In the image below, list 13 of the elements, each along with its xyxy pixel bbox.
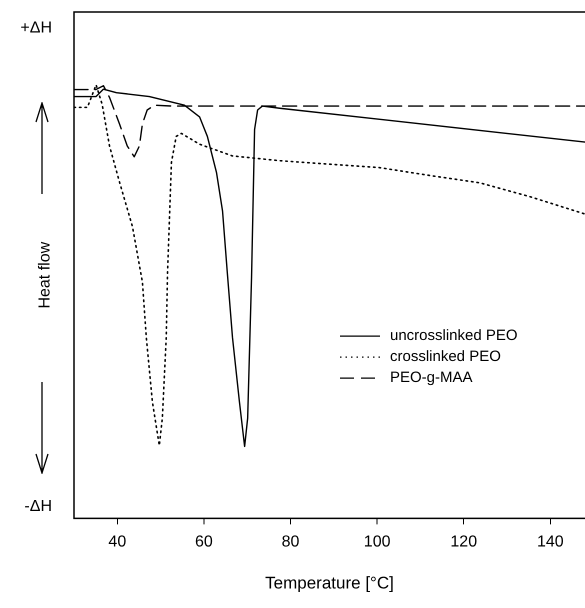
x-tick-label: 80	[282, 533, 300, 550]
text: -ΔH	[24, 498, 52, 515]
x-tick-label: 100	[364, 533, 391, 550]
x-axis-title: Temperature [°C]	[265, 573, 394, 592]
y-axis-title: Heat flow	[36, 241, 54, 309]
legend-label: uncrosslinked PEO	[390, 327, 518, 344]
x-tick-label: 120	[450, 533, 478, 550]
text: +ΔH	[20, 19, 52, 36]
legend-label: PEO-g-MAA	[390, 369, 473, 386]
x-tick-label: 40	[108, 533, 126, 550]
x-tick-label: 60	[195, 533, 213, 550]
legend-label: crosslinked PEO	[390, 348, 501, 366]
x-tick-label: 140	[537, 533, 564, 550]
